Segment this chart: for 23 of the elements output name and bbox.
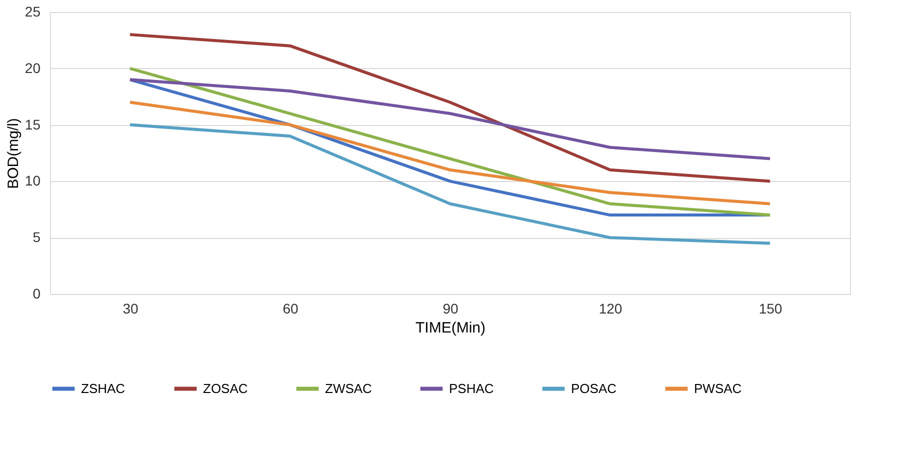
legend-label: ZSHAC	[81, 380, 126, 396]
y-tick-label: 5	[32, 229, 41, 246]
x-tick-label: 90	[442, 300, 458, 316]
y-tick-label: 15	[24, 116, 41, 132]
legend-label: ZWSAC	[325, 380, 372, 396]
legend-label: PWSAC	[694, 380, 742, 396]
x-tick-label: 150	[758, 300, 782, 316]
legend-label: POSAC	[571, 380, 617, 396]
legend-label: ZOSAC	[203, 380, 248, 396]
y-tick-label: 10	[24, 172, 41, 189]
x-tick-label: 120	[598, 300, 622, 316]
x-axis-title: TIME(Min)	[416, 320, 486, 336]
y-tick-label: 0	[32, 286, 41, 302]
x-tick-label: 30	[122, 300, 138, 316]
y-axis-title: BOD(mg/l)	[4, 118, 22, 189]
y-tick-label: 25	[24, 4, 41, 20]
line-series	[128, 33, 772, 183]
line-series	[128, 78, 772, 160]
line-series	[128, 100, 772, 206]
y-tick-label: 20	[24, 60, 41, 76]
legend-label: PSHAC	[449, 380, 494, 396]
line-series	[128, 123, 772, 245]
x-tick-label: 60	[282, 300, 298, 316]
